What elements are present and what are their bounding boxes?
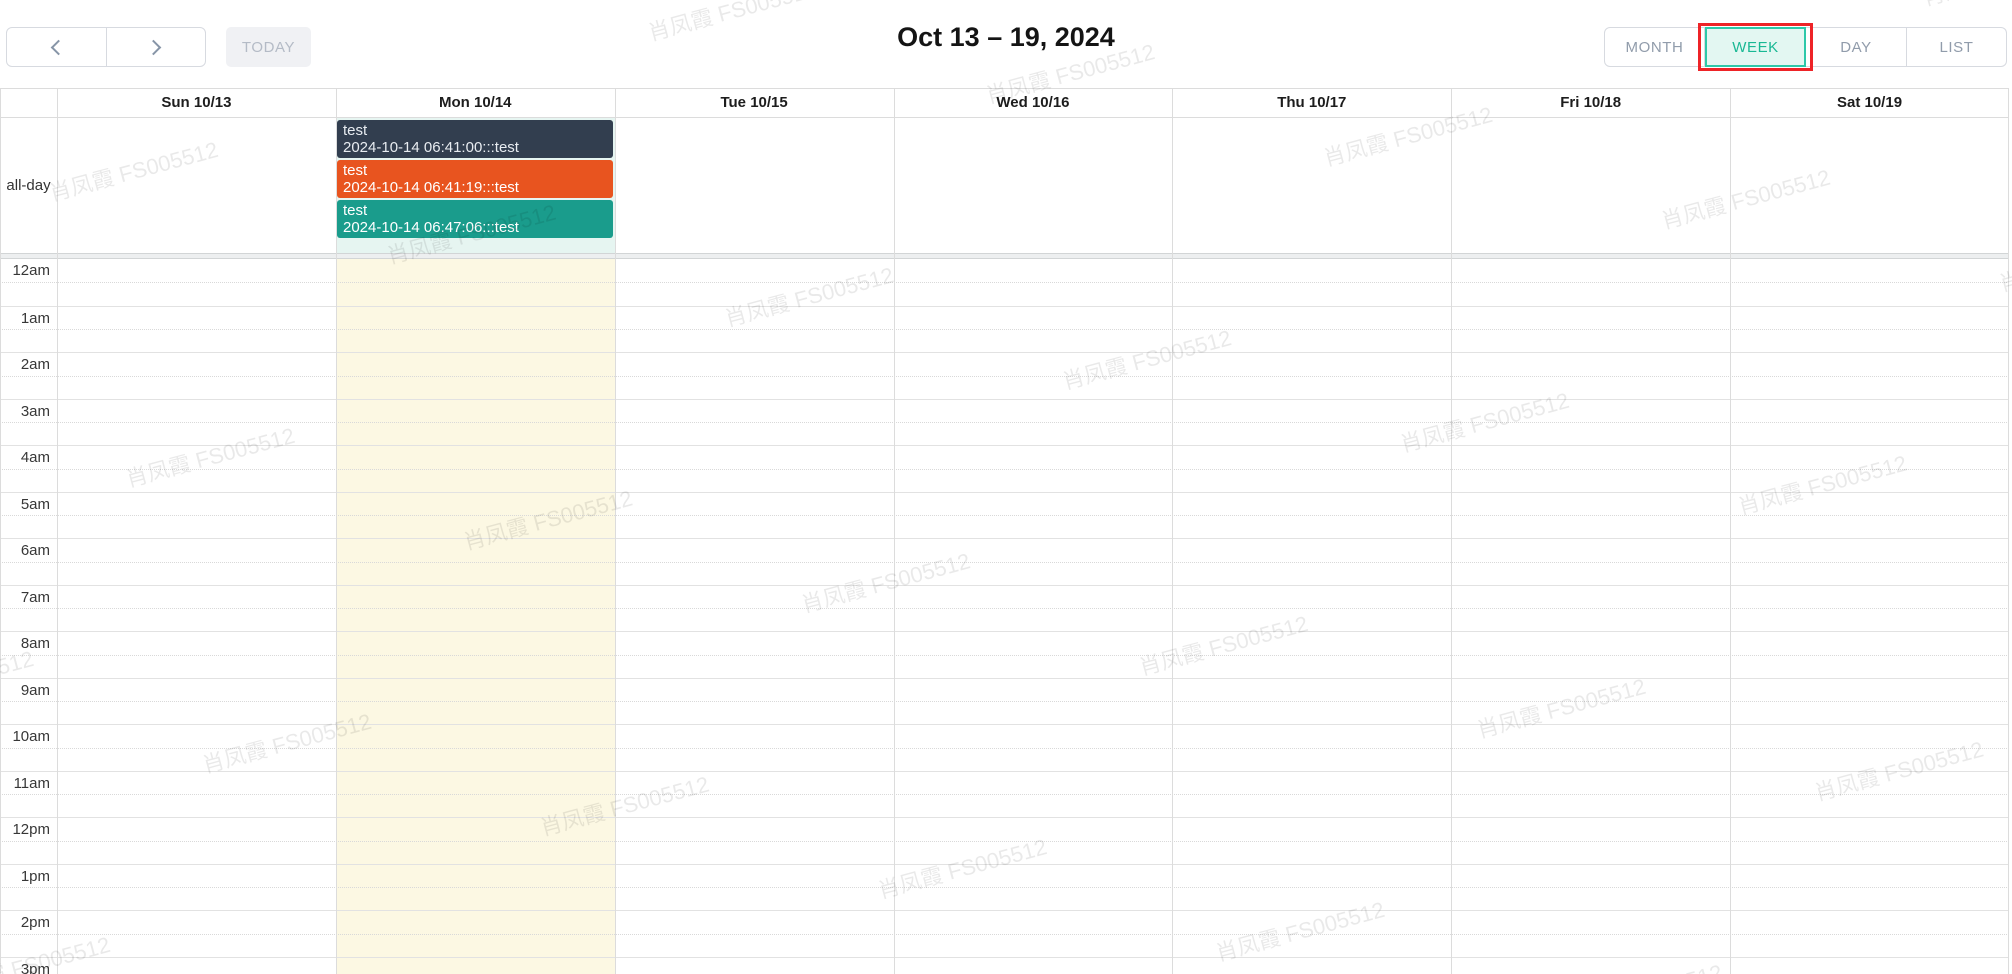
time-column-tue[interactable] <box>615 259 894 974</box>
view-button-month[interactable]: MONTH <box>1604 27 1705 67</box>
today-button[interactable]: TODAY <box>226 27 311 67</box>
time-label: 4am <box>20 449 50 466</box>
half-hour-line <box>0 840 2009 842</box>
half-hour-line <box>0 933 2009 935</box>
allday-cell-fri[interactable] <box>1451 117 1730 253</box>
toolbar: TODAY Oct 13 – 19, 2024 MONTH WEEK DAY L… <box>0 0 2012 88</box>
event-title: test <box>343 202 368 219</box>
time-label: 1pm <box>20 867 50 885</box>
allday-cell-wed[interactable] <box>894 117 1173 253</box>
grid-top-border <box>0 88 2009 89</box>
time-label: 1am <box>20 309 50 327</box>
half-hour-line <box>0 281 2009 283</box>
time-label: 6am <box>20 542 50 559</box>
half-hour-line <box>0 375 2009 377</box>
day-header-thu: Thu 10/17 <box>1277 94 1347 111</box>
half-hour-line <box>0 468 2009 470</box>
day-header-fri: Fri 10/18 <box>1560 94 1622 111</box>
time-label: 11am <box>13 774 50 792</box>
grid-vline <box>0 88 1 974</box>
half-hour-line <box>0 608 2009 609</box>
time-column-sat[interactable] <box>1730 259 2009 974</box>
time-label: 12am <box>12 262 50 279</box>
allday-cell-sat[interactable] <box>1730 117 2009 253</box>
time-label: 5am <box>20 495 50 513</box>
half-hour-line <box>0 329 2009 330</box>
event-time: 2024-10-14 06:41:00:::test <box>343 139 519 156</box>
half-hour-line <box>0 794 2009 795</box>
time-label: 12pm <box>12 821 50 838</box>
view-button-list[interactable]: LIST <box>1907 27 2007 67</box>
event[interactable]: test 2024-10-14 06:41:19:::test <box>337 160 613 198</box>
time-column-sun[interactable] <box>57 259 336 974</box>
grid-vline <box>1172 88 1174 974</box>
day-header-tue: Tue 10/15 <box>720 94 788 111</box>
time-column-thu[interactable] <box>1172 259 1451 974</box>
page-title: Oct 13 – 19, 2024 <box>897 22 1115 52</box>
nav-button-group <box>6 27 206 67</box>
time-label: 3am <box>20 402 50 420</box>
grid-vline <box>2008 88 2009 974</box>
time-column-mon[interactable] <box>336 259 615 974</box>
day-header-sun: Sun 10/13 <box>161 94 232 111</box>
time-column-wed[interactable] <box>894 259 1173 974</box>
day-header-sat: Sat 10/19 <box>1836 94 1903 111</box>
next-button[interactable] <box>105 28 206 66</box>
grid-vline <box>335 88 337 974</box>
time-column-fri[interactable] <box>1451 259 1730 974</box>
half-hour-line <box>0 515 2009 516</box>
allday-cell-thu[interactable] <box>1172 117 1451 253</box>
event[interactable]: test 2024-10-14 06:41:00:::test <box>337 120 613 158</box>
event-time: 2024-10-14 06:41:19:::test <box>343 179 519 196</box>
today-column-highlight <box>336 259 615 974</box>
half-hour-line <box>0 887 2009 888</box>
day-header-wed: Wed 10/16 <box>996 94 1070 111</box>
half-hour-line <box>0 701 2009 702</box>
view-button-week[interactable]: WEEK <box>1705 27 1806 67</box>
grid-vline <box>614 88 616 974</box>
time-label: 3pm <box>20 960 50 974</box>
grid-vline <box>893 88 895 974</box>
header-bottom-border <box>0 117 2009 118</box>
time-label: 2am <box>20 356 50 373</box>
allday-label: all-day <box>6 176 51 194</box>
time-grid: 12am 1am 2am 3am 4am 5am 6am 7am 8am 9am… <box>0 259 2012 974</box>
time-label: 7am <box>20 588 50 606</box>
half-hour-line <box>0 422 2009 423</box>
allday-cell-sun[interactable] <box>57 117 336 253</box>
event-title: test <box>343 162 368 179</box>
time-label: 9am <box>20 681 50 699</box>
event[interactable]: test 2024-10-14 06:47:06:::test <box>337 200 613 238</box>
allday-divider <box>0 253 2009 259</box>
view-button-day[interactable]: DAY <box>1806 27 1907 67</box>
half-hour-line <box>0 654 2009 656</box>
grid-vline <box>57 88 58 974</box>
grid-vline <box>1730 88 1732 974</box>
event-title: test <box>343 122 368 139</box>
day-header-mon: Mon 10/14 <box>439 94 512 111</box>
view-switcher: MONTH WEEK DAY LIST <box>1604 27 2007 67</box>
half-hour-line <box>0 561 2009 563</box>
week-grid: Sun 10/13 Mon 10/14 Tue 10/15 Wed 10/16 … <box>0 88 2012 974</box>
allday-cell-tue[interactable] <box>615 117 894 253</box>
time-label: 2pm <box>20 914 50 931</box>
time-label: 8am <box>20 635 50 652</box>
event-time: 2024-10-14 06:47:06:::test <box>343 219 519 236</box>
half-hour-line <box>0 747 2009 749</box>
time-label: 10am <box>12 728 50 745</box>
grid-vline <box>1451 88 1453 974</box>
